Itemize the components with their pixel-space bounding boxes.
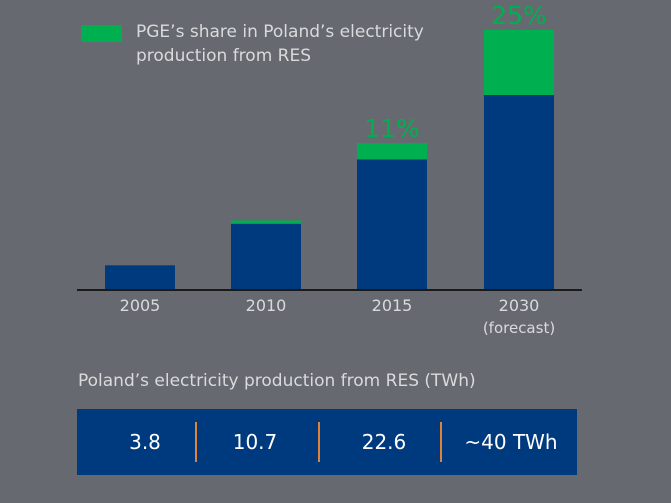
summary-separator xyxy=(440,422,442,462)
summary-value-2015: 22.6 xyxy=(361,430,407,454)
legend-label-pge-share: PGE’s share in Poland’s electricity prod… xyxy=(136,22,424,66)
data-label-2030: 25% xyxy=(491,1,547,30)
x-tick-label-2010: 2010 xyxy=(246,296,287,315)
summary-separator xyxy=(318,422,320,462)
data-label-2015: 11% xyxy=(364,114,420,143)
bar-total-2030 xyxy=(484,95,554,290)
legend-swatch-pge-share xyxy=(81,25,122,42)
summary-value-2030: ~40 TWh xyxy=(464,430,558,454)
summary-value-band: 3.8 10.7 22.6 ~40 TWh xyxy=(77,409,577,475)
x-tick-sublabel-2030: (forecast) xyxy=(483,319,555,337)
summary-value-2010: 10.7 xyxy=(232,430,278,454)
summary-title: Poland’s electricity production from RES… xyxy=(78,371,476,391)
summary-separator xyxy=(195,422,197,462)
stacked-bar-chart: 2005 2010 11% 2015 25% 2030 (forecast) xyxy=(77,1,582,337)
x-tick-label-2030: 2030 xyxy=(499,296,540,315)
x-tick-label-2015: 2015 xyxy=(372,296,413,315)
bar-pge-share-2010 xyxy=(231,220,301,224)
x-tick-label-2005: 2005 xyxy=(120,296,161,315)
bar-pge-share-2030 xyxy=(484,30,554,95)
bar-pge-share-2015 xyxy=(357,143,427,160)
summary-value-2005: 3.8 xyxy=(129,430,161,454)
bar-total-2005 xyxy=(105,265,175,290)
bar-total-2015 xyxy=(357,159,427,290)
bar-total-2010 xyxy=(231,223,301,290)
